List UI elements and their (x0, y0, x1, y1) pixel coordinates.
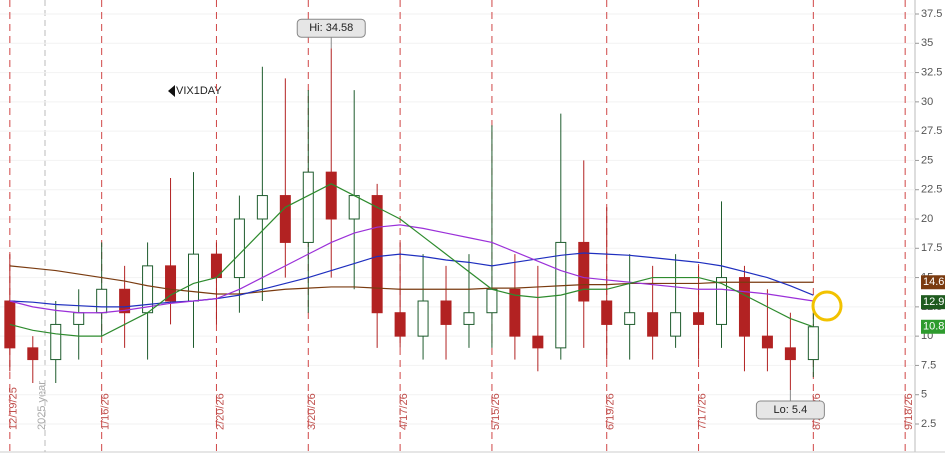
candle-body (165, 265, 177, 302)
candle-body (440, 300, 452, 325)
candle-body (647, 312, 659, 337)
x-tick-label: 2/20/26 (214, 393, 226, 430)
candle-body (738, 277, 750, 337)
candle-body (532, 335, 544, 349)
highlight-circle (811, 290, 843, 322)
candle-body (279, 195, 291, 243)
candle-body (348, 195, 360, 220)
moving-average (9, 252, 814, 308)
x-tick-label: 6/19/26 (605, 393, 617, 430)
symbol-label: VIX1DAY (176, 85, 222, 97)
price-marker-label: 10.8 (923, 321, 944, 333)
candle-body (142, 265, 154, 314)
candle-body (302, 171, 314, 243)
x-tick-label: 12/19/25 (8, 387, 20, 430)
callout-label: Lo: 5.4 (774, 404, 808, 416)
candle-body (73, 312, 85, 325)
x-tick-label: 1/16/26 (100, 393, 112, 430)
y-tick-label: 32.5 (921, 66, 942, 78)
callout-label: Hi: 34.58 (309, 22, 353, 34)
candle-body (187, 253, 199, 302)
candle-body (394, 312, 406, 337)
candle-body (371, 195, 383, 314)
candle-body (716, 277, 728, 325)
callout-box (755, 400, 825, 420)
candle-body (578, 241, 590, 302)
candle-body (27, 347, 39, 361)
moving-average (9, 183, 814, 337)
candle-body (624, 312, 636, 325)
y-tick-label: 25 (921, 154, 933, 166)
y-tick-label: 2.5 (921, 418, 936, 430)
x-tick-label: 4/17/26 (398, 393, 410, 430)
y-tick-label: 35 (921, 37, 933, 49)
plot-area: 2.557.51012.51517.52022.52527.53032.5353… (0, 0, 942, 452)
candle-body (256, 195, 268, 220)
candle-body (693, 312, 705, 325)
candle-body (119, 288, 131, 314)
candle-body (784, 347, 796, 361)
price-marker (921, 295, 945, 310)
y-tick-label: 27.5 (921, 125, 942, 137)
y-tick-label: 37.5 (921, 8, 942, 20)
price-marker (921, 275, 945, 290)
price-marker-label: 14.6 (923, 276, 944, 288)
candle-body (233, 218, 245, 279)
x-tick-label: 7/17/26 (696, 393, 708, 430)
y-tick-label: 20 (921, 213, 933, 225)
price-marker (921, 319, 945, 334)
moving-average (9, 224, 814, 314)
candle-body (325, 171, 337, 220)
candle-body (670, 312, 682, 337)
y-tick-label: 5 (921, 389, 927, 401)
candle-body (486, 288, 498, 314)
candle-body (761, 335, 773, 349)
y-tick-label: 22.5 (921, 184, 942, 196)
y-tick-label: 17.5 (921, 242, 942, 254)
candle-body (417, 300, 429, 337)
symbol-marker (168, 85, 175, 97)
x-tick-label: 9/18/26 (903, 393, 915, 430)
price-marker-label: 12.9 (923, 296, 944, 308)
candle-body (509, 288, 521, 337)
y-tick-label: 7.5 (921, 359, 936, 371)
y-tick-label: 30 (921, 96, 933, 108)
x-tick-label: 5/15/26 (490, 393, 502, 430)
candle-body (601, 300, 613, 325)
candle-body (807, 326, 819, 361)
year-label: 2025 year (36, 381, 48, 430)
x-tick-label: 3/20/26 (306, 393, 318, 430)
moving-average (9, 265, 814, 295)
candle-body (50, 323, 62, 361)
candle-body (463, 312, 475, 325)
candle-body (96, 288, 108, 314)
callout-box (296, 18, 366, 38)
